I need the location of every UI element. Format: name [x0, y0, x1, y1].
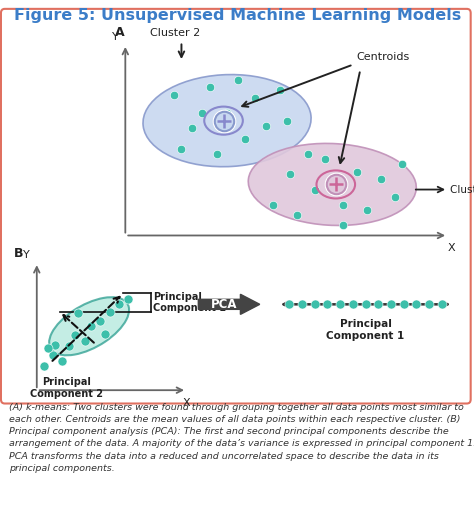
Ellipse shape: [248, 144, 416, 226]
Text: Principal
Component 1: Principal Component 1: [153, 292, 226, 313]
Text: X: X: [183, 398, 191, 408]
Text: Principal
Component 1: Principal Component 1: [327, 319, 405, 340]
Ellipse shape: [49, 297, 129, 355]
Text: A: A: [115, 27, 125, 40]
FancyArrow shape: [198, 294, 260, 314]
Text: Figure 5: Unsupervised Machine Learning Models: Figure 5: Unsupervised Machine Learning …: [14, 8, 462, 23]
Text: PCA: PCA: [211, 298, 238, 311]
Text: Centroids: Centroids: [357, 52, 410, 62]
Text: (A) k-means: Two clusters were found through grouping together all data points m: (A) k-means: Two clusters were found thr…: [9, 403, 474, 473]
Text: Cluster 2: Cluster 2: [150, 28, 200, 39]
Text: B: B: [14, 247, 24, 260]
Text: Principal
Component 2: Principal Component 2: [30, 377, 103, 399]
Text: Cluster 1: Cluster 1: [450, 185, 474, 195]
Ellipse shape: [143, 75, 311, 167]
Text: Y: Y: [23, 251, 30, 260]
Text: Y: Y: [111, 31, 118, 42]
Text: X: X: [448, 243, 456, 253]
